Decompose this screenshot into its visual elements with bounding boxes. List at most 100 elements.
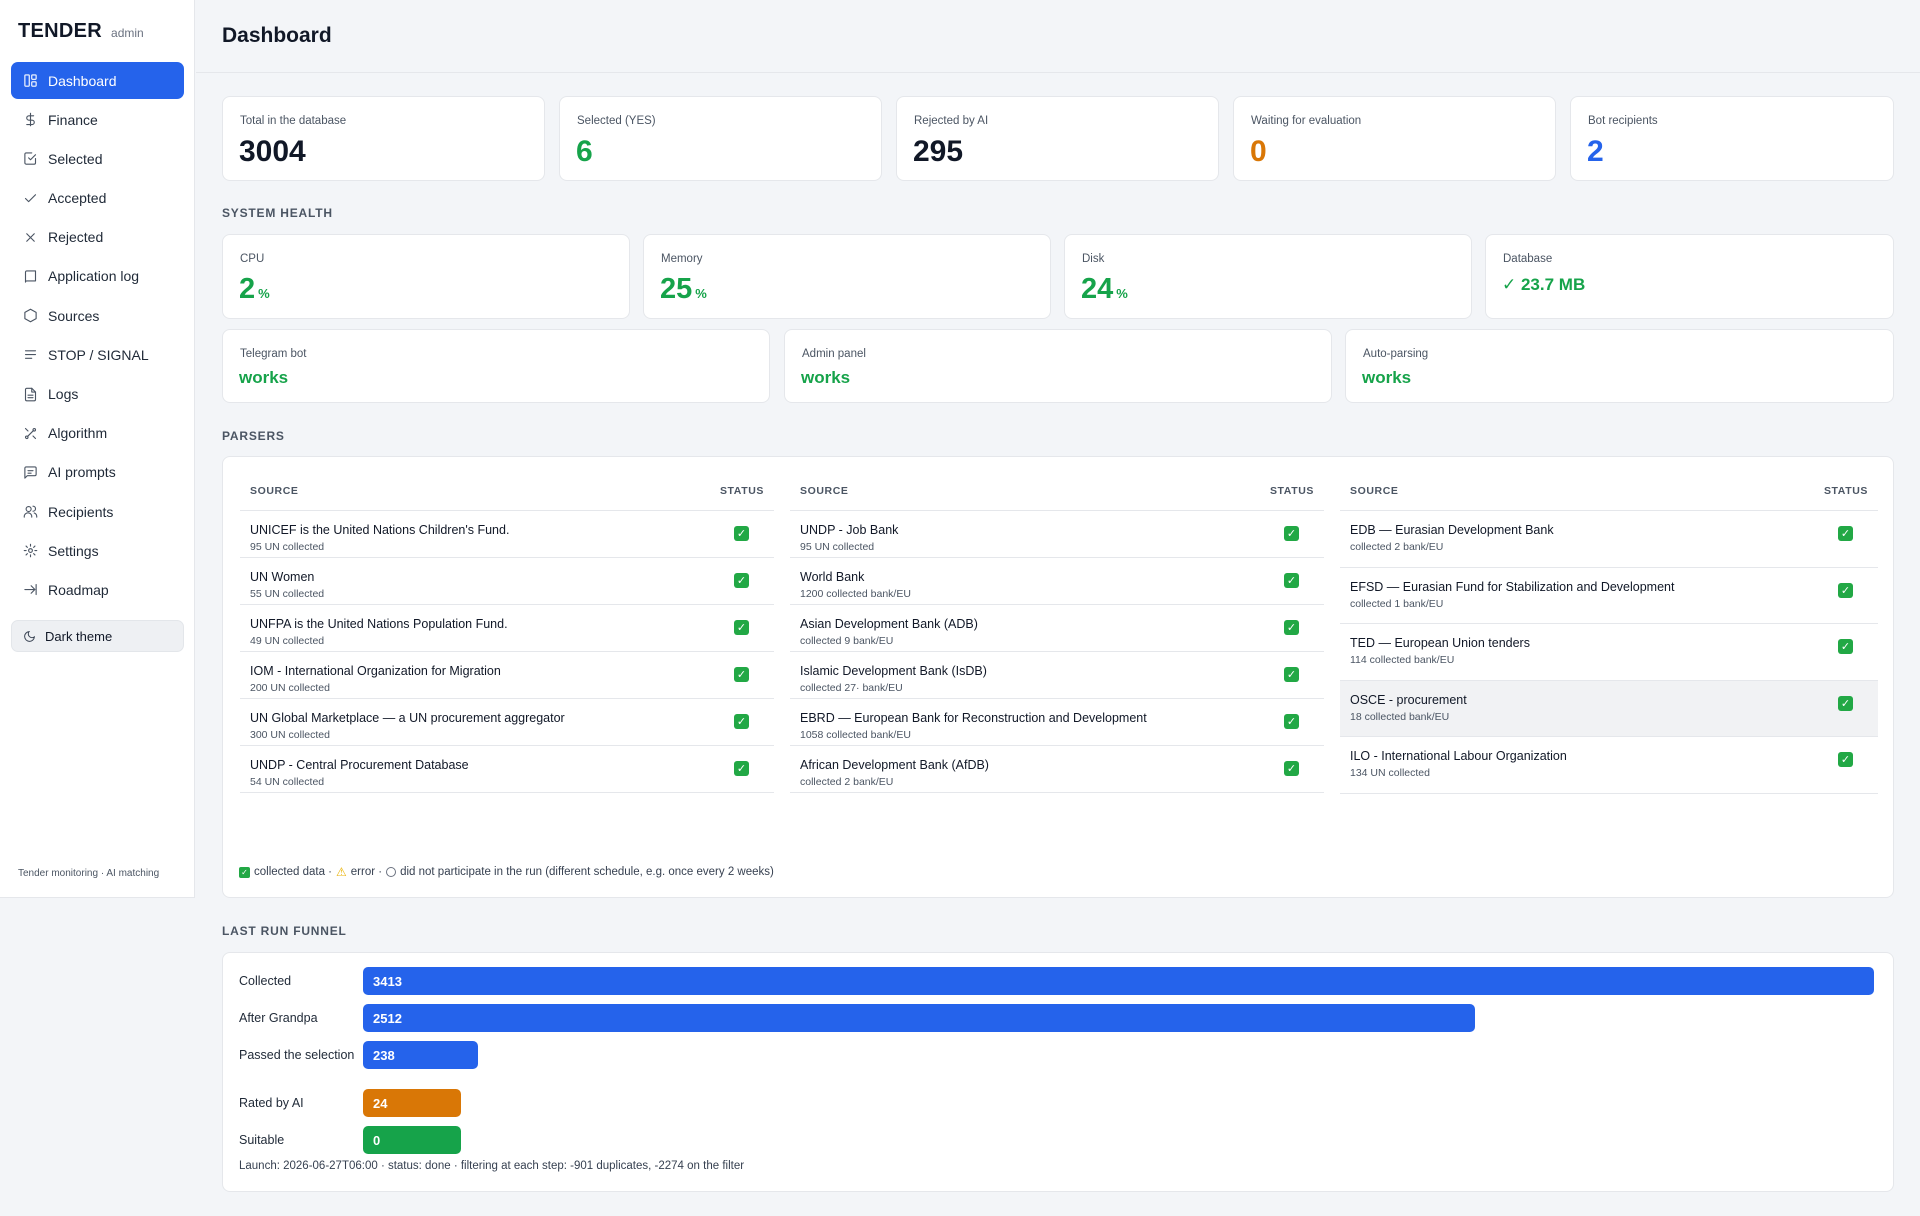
parser-info: EDB — Eurasian Development Bank collected…	[1350, 511, 1554, 553]
warning-icon: ⚠	[336, 865, 347, 879]
health-card-disk: Disk 24%	[1064, 234, 1472, 319]
sidebar-item-application-log[interactable]: Application log	[11, 258, 184, 295]
check-icon: ✓	[734, 714, 749, 729]
parser-row: EBRD — European Bank for Reconstruction …	[790, 699, 1324, 746]
parsers-table-3: SOURCE STATUS EDB — Eurasian Development…	[1340, 471, 1878, 794]
funnel-label: Passed the selection	[239, 1047, 355, 1062]
hexagon-icon	[22, 308, 38, 324]
dark-theme-button[interactable]: Dark theme	[11, 620, 184, 652]
parser-count: collected 1 bank/EU	[1350, 597, 1444, 610]
sidebar-item-recipients[interactable]: Recipients	[11, 493, 184, 530]
parser-row: UN Global Marketplace — a UN procurement…	[240, 699, 774, 746]
stat-card-rejected: Rejected by AI 295	[896, 96, 1219, 181]
sidebar-item-label: Finance	[48, 111, 98, 128]
funnel-bar: 0	[363, 1126, 461, 1154]
sidebar-nav: Dashboard Finance Selected Accepted Rejected…	[11, 62, 184, 611]
book-icon	[22, 268, 38, 284]
funnel-row: Suitable 0	[239, 1126, 461, 1154]
parser-row: UNDP - Central Procurement Database 54 UN…	[240, 746, 774, 793]
sidebar-item-settings[interactable]: Settings	[11, 532, 184, 569]
parser-info: Islamic Development Bank (IsDB) collected…	[800, 652, 987, 694]
sidebar-item-label: Algorithm	[48, 425, 108, 442]
parser-name: World Bank	[800, 570, 865, 584]
sidebar-item-selected[interactable]: Selected	[11, 140, 184, 177]
parser-info: UN Women 55 UN collected	[250, 558, 324, 600]
parser-row: IOM - International Organization for Mig…	[240, 652, 774, 699]
stat-label: Rejected by AI	[914, 115, 989, 127]
check-icon: ✓	[1284, 761, 1299, 776]
parsers-table-2: SOURCE STATUS UNDP - Job Bank 95 UN colle…	[790, 471, 1324, 793]
parser-info: UNICEF is the United Nations Children's …	[250, 511, 509, 553]
parser-name: African Development Bank (AfDB)	[800, 758, 989, 772]
database-label: Database	[1503, 253, 1553, 265]
parser-name: UN Global Marketplace — a UN procurement…	[250, 711, 565, 725]
sidebar-item-stop-signal[interactable]: STOP / SIGNAL	[11, 336, 184, 373]
parser-row: World Bank 1200 collected bank/EU ✓	[790, 558, 1324, 605]
dark-theme-label: Dark theme	[45, 628, 113, 644]
sidebar-item-accepted[interactable]: Accepted	[11, 180, 184, 217]
parser-count: 54 UN collected	[250, 776, 325, 788]
sidebar: TENDER admin Dashboard Finance Selected Acc…	[0, 0, 195, 898]
sidebar-item-sources[interactable]: Sources	[11, 297, 184, 334]
parser-name: EFSD — Eurasian Fund for Stabilization a…	[1350, 579, 1675, 594]
sidebar-item-algorithm[interactable]: Algorithm	[11, 415, 184, 452]
sidebar-item-ai-prompts[interactable]: AI prompts	[11, 454, 184, 491]
parser-name: EDB — Eurasian Development Bank	[1350, 523, 1554, 537]
parser-name: UNICEF is the United Nations Children's …	[250, 523, 510, 537]
sidebar-item-label: Selected	[48, 150, 103, 167]
lines-icon	[22, 347, 38, 363]
sidebar-item-label: Recipients	[48, 503, 114, 520]
algorithm-icon	[22, 425, 38, 441]
parser-count: 49 UN collected	[250, 635, 325, 647]
parser-count: 114 collected bank/EU	[1350, 654, 1455, 666]
parsers-table-1: SOURCE STATUS UNICEF is the United Natio…	[240, 471, 774, 793]
stat-value: 2	[1587, 135, 1604, 168]
parser-name: EBRD — European Bank for Reconstruction …	[800, 711, 1147, 725]
check-icon: ✓	[239, 866, 250, 878]
parser-row: TED — European Union tenders 114 collecte…	[1340, 624, 1878, 681]
stat-value: 0	[1250, 135, 1267, 168]
parser-name: Asian Development Bank (ADB)	[800, 617, 978, 631]
funnel-label: Rated by AI	[239, 1095, 304, 1110]
stat-label: Waiting for evaluation	[1251, 115, 1362, 127]
funnel-label: After Grandpa	[239, 1010, 318, 1025]
check-icon	[22, 190, 38, 206]
funnel-label: Suitable	[239, 1132, 285, 1147]
funnel-bar: 2512	[363, 1004, 1475, 1032]
sidebar-item-dashboard[interactable]: Dashboard	[11, 62, 184, 99]
funnel-card: Launch: 2026-06-27T06:00 · status: done …	[222, 952, 1894, 1192]
stat-card-selected: Selected (YES) 6	[559, 96, 882, 181]
dollar-icon	[22, 112, 38, 128]
parser-row: ILO - International Labour Organization 1…	[1340, 737, 1878, 794]
parser-name: UNDP - Job Bank	[800, 523, 899, 537]
admin-label: Admin panel	[802, 348, 866, 360]
service-card-autoparse: Auto-parsing works	[1345, 329, 1894, 403]
table-header: SOURCE STATUS	[790, 471, 1324, 511]
funnel-bar: 238	[363, 1041, 478, 1069]
sidebar-item-finance[interactable]: Finance	[11, 101, 184, 138]
database-value: ✓ 23.7 MB	[1502, 275, 1586, 294]
page-header: Dashboard	[196, 0, 1920, 73]
parser-name: UNFPA is the United Nations Population F…	[250, 617, 508, 631]
parser-info: EFSD — Eurasian Fund for Stabilization a…	[1350, 568, 1674, 610]
sidebar-item-roadmap[interactable]: Roadmap	[11, 571, 184, 608]
sidebar-item-label: Logs	[48, 386, 79, 402]
col-status: STATUS	[1823, 484, 1868, 497]
table-body: EDB — Eurasian Development Bank collected…	[1340, 511, 1878, 794]
parser-count: 95 UN collected	[800, 541, 875, 553]
dashboard-icon	[22, 73, 38, 89]
parsers-card: SOURCE STATUS UNICEF is the United Natio…	[222, 456, 1894, 898]
disk-label: Disk	[1082, 253, 1105, 265]
arrow-right-icon	[22, 582, 38, 598]
col-status: STATUS	[719, 484, 764, 497]
funnel-row: Rated by AI 24	[239, 1089, 461, 1117]
sidebar-item-logs[interactable]: Logs	[11, 376, 184, 413]
stat-label: Total in the database	[240, 115, 347, 127]
col-source: SOURCE	[800, 484, 849, 497]
autoparse-status: works	[1362, 368, 1412, 387]
sidebar-item-rejected[interactable]: Rejected	[11, 219, 184, 256]
parser-name: TED — European Union tenders	[1350, 636, 1530, 650]
funnel-label: Collected	[239, 973, 292, 988]
parser-count: 1058 collected bank/EU	[800, 729, 911, 741]
check-icon: ✓	[1284, 667, 1299, 682]
